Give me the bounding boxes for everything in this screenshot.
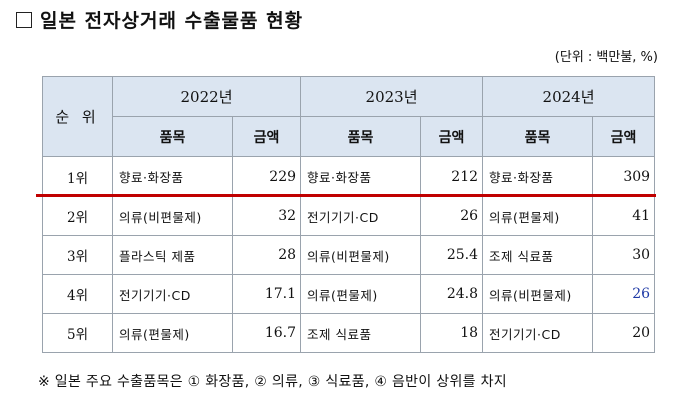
amount-cell: 25.4 [420,235,484,275]
rank-cell: 1위 [42,156,113,197]
year-header-2023: 2023년 [300,76,484,117]
rank-cell: 2위 [42,196,113,236]
item-cell: 의류(편물제) [300,274,422,314]
table-row: 3위 플라스틱 제품 28 의류(비편물제) 25.4 조제 식료품 30 [42,235,656,275]
export-items-table: 순 위 2022년 2023년 2024년 품목 금액 품목 금액 품목 금액 … [42,76,656,353]
item-cell: 의류(편물제) [482,196,594,236]
header-row-columns: 품목 금액 품목 금액 품목 금액 [43,116,656,157]
rank-cell: 3위 [42,235,113,275]
amount-cell: 28 [231,235,302,275]
item-cell: 의류(편물제) [112,313,233,353]
rank-cell: 4위 [42,274,113,314]
amount-header: 금액 [592,116,656,157]
checkbox-square-icon [16,12,32,28]
item-cell: 전기기기·CD [112,274,233,314]
page-title-text: 일본 전자상거래 수출물품 현황 [40,10,304,32]
item-cell: 전기기기·CD [482,313,594,353]
item-cell: 향료·화장품 [112,156,233,197]
rank-cell: 5위 [42,313,113,353]
item-header: 품목 [482,116,594,157]
amount-cell: 309 [592,156,656,197]
amount-cell: 24.8 [420,274,484,314]
item-header: 품목 [112,116,233,157]
amount-header: 금액 [231,116,302,157]
amount-cell: 41 [592,196,656,236]
amount-cell: 20 [592,313,656,353]
amount-cell: 212 [420,156,484,197]
header-row-years: 순 위 2022년 2023년 2024년 [42,76,656,157]
amount-cell: 17.1 [231,274,302,314]
item-cell: 조제 식료품 [482,235,594,275]
item-cell: 의류(비편물제) [300,235,422,275]
table-row: 4위 전기기기·CD 17.1 의류(편물제) 24.8 의류(비편물제) 26 [42,274,656,314]
year-header-2022: 2022년 [111,76,302,117]
amount-cell: 229 [231,156,302,197]
item-cell: 조제 식료품 [300,313,422,353]
footnote: ※ 일본 주요 수출품목은 ① 화장품, ② 의류, ③ 식료품, ④ 음반이 … [38,374,507,390]
item-cell: 향료·화장품 [300,156,422,197]
table-row: 1위 향료·화장품 229 향료·화장품 212 향료·화장품 309 [42,156,656,197]
amount-cell: 30 [592,235,656,275]
amount-header: 금액 [420,116,484,157]
item-cell: 향료·화장품 [482,156,594,197]
item-cell: 의류(비편물제) [482,274,594,314]
amount-cell-highlighted: 26 [592,274,656,314]
item-cell: 전기기기·CD [300,196,422,236]
table-row: 5위 의류(편물제) 16.7 조제 식료품 18 전기기기·CD 20 [42,313,656,353]
page-title: 일본 전자상거래 수출물품 현황 [16,6,303,33]
highlight-divider-line [36,194,656,197]
amount-cell: 26 [420,196,484,236]
item-cell: 플라스틱 제품 [112,235,233,275]
item-cell: 의류(비편물제) [112,196,233,236]
amount-cell: 18 [420,313,484,353]
amount-cell: 16.7 [231,313,302,353]
unit-label: (단위 : 백만불, %) [554,50,658,65]
item-header: 품목 [300,116,422,157]
table-row: 2위 의류(비편물제) 32 전기기기·CD 26 의류(편물제) 41 [42,196,656,236]
year-header-2024: 2024년 [482,76,656,117]
rank-header: 순 위 [42,76,113,157]
amount-cell: 32 [231,196,302,236]
